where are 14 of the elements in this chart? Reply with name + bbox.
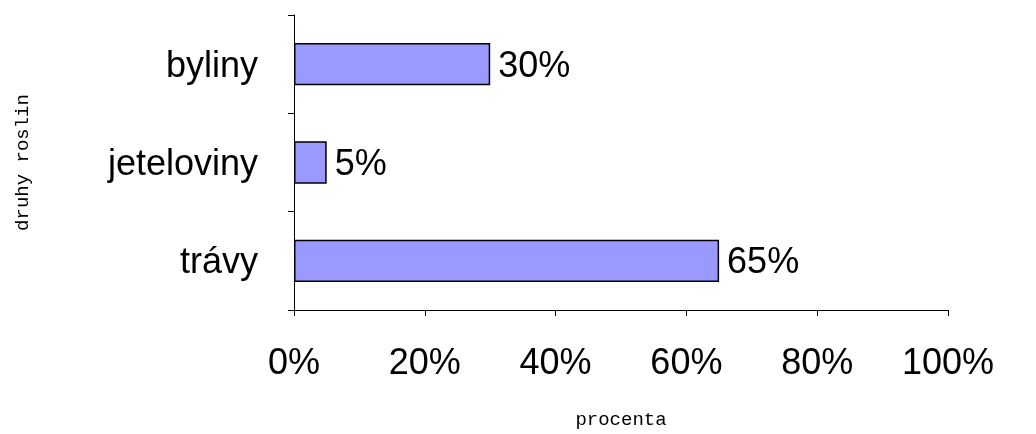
y-tick-label: jeteloviny	[106, 142, 258, 183]
x-tick-label: 0%	[267, 340, 321, 382]
data-label: 65%	[727, 240, 800, 282]
y-tick-label: byliny	[165, 43, 258, 85]
x-axis-title: procenta	[575, 408, 667, 431]
x-tick-label: 80%	[781, 340, 854, 382]
data-label: 5%	[334, 142, 387, 183]
y-tick-label: trávy	[179, 240, 258, 282]
x-tick-label: 100%	[901, 340, 995, 382]
y-axis-title: druhy roslin	[11, 94, 34, 231]
x-tick-label: 60%	[650, 340, 723, 382]
x-tick-label: 20%	[388, 340, 461, 382]
x-tick-label: 40%	[519, 340, 592, 382]
data-label: 30%	[498, 43, 571, 85]
